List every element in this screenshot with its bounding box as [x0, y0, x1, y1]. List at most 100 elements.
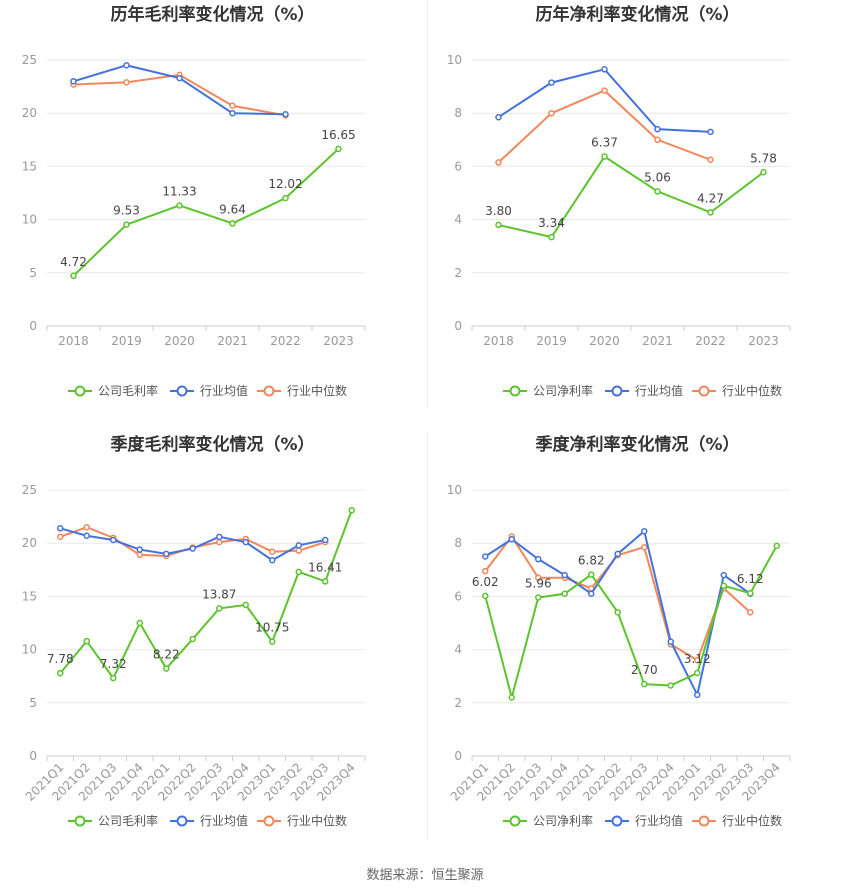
legend-label: 行业中位数	[287, 813, 347, 828]
data-label: 10.75	[255, 621, 289, 635]
data-point	[747, 589, 754, 597]
data-point	[295, 547, 302, 554]
data-point	[694, 656, 701, 664]
x-tick-label: 2022	[270, 334, 301, 348]
data-point	[548, 233, 555, 241]
series-line	[498, 155, 765, 239]
legend-marker	[263, 815, 275, 827]
data-point	[57, 669, 64, 677]
legend-label: 公司毛利率	[98, 813, 158, 828]
data-label: 6.82	[578, 554, 605, 568]
data-point	[535, 594, 542, 601]
data-point	[189, 635, 196, 643]
legend-label: 行业中位数	[722, 383, 782, 398]
legend-marker	[698, 385, 710, 397]
series-line	[497, 89, 711, 164]
series-line	[484, 545, 778, 702]
y-tick-label: 25	[22, 483, 37, 497]
y-tick-label: 2	[454, 266, 462, 280]
y-tick-label: 5	[29, 266, 37, 280]
y-tick-label: 0	[29, 749, 37, 763]
data-label: 3.12	[684, 652, 711, 666]
data-point	[601, 153, 608, 160]
data-point	[508, 535, 515, 543]
data-point	[216, 538, 223, 546]
data-point	[163, 550, 170, 558]
data-label: 5.06	[644, 170, 671, 184]
y-tick-label: 10	[22, 643, 37, 657]
x-tick-label: 2023	[323, 334, 354, 348]
y-tick-label: 10	[22, 213, 37, 227]
x-tick-label: 2018	[483, 334, 514, 348]
data-point	[561, 590, 568, 597]
x-tick-label: 2023	[748, 334, 779, 348]
legend-marker	[611, 815, 623, 827]
data-point	[707, 128, 714, 136]
series-line	[497, 68, 711, 133]
data-label: 7.78	[47, 652, 74, 666]
data-point	[667, 682, 674, 689]
data-point	[136, 546, 143, 553]
chart-annual-gross-margin: 历年毛利率变化情况（%） 0 5 10 15 20 25 2018 2019 2020 2021 20…	[22, 4, 366, 398]
y-tick-label: 15	[22, 589, 37, 603]
data-label: 6.37	[591, 136, 618, 150]
y-tick-label: 20	[22, 106, 37, 120]
data-source-note: 数据来源：恒生聚源	[366, 868, 484, 883]
data-point	[641, 680, 648, 688]
data-point	[136, 619, 143, 627]
legend-marker	[74, 815, 86, 827]
data-label: 4.27	[697, 191, 724, 205]
legend-marker	[698, 815, 710, 827]
legend-marker	[74, 385, 86, 397]
data-point	[269, 638, 276, 645]
data-label: 16.65	[321, 128, 355, 142]
data-point	[229, 102, 236, 110]
data-label: 9.53	[113, 204, 140, 218]
x-tick-label: 2018	[58, 334, 89, 348]
data-point	[216, 533, 223, 541]
data-point	[588, 571, 595, 578]
data-point	[667, 638, 674, 645]
legend-label: 公司毛利率	[98, 383, 158, 398]
data-label: 16.41	[308, 560, 342, 574]
data-point	[747, 609, 754, 616]
data-point	[548, 79, 555, 86]
y-tick-label: 8	[454, 106, 462, 120]
data-point	[176, 202, 183, 209]
data-point	[614, 609, 621, 616]
data-label: 3.34	[538, 216, 565, 230]
data-point	[57, 525, 64, 532]
y-tick-label: 6	[454, 589, 462, 603]
y-tick-label: 10	[447, 53, 462, 67]
data-point	[495, 113, 502, 121]
data-point	[123, 62, 130, 69]
data-point	[269, 556, 276, 564]
data-point	[654, 136, 661, 144]
series-line	[59, 509, 353, 681]
data-point	[282, 194, 289, 202]
data-point	[70, 78, 77, 85]
data-point	[508, 694, 515, 701]
y-tick-label: 10	[447, 483, 462, 497]
x-tick-label: 2021	[217, 334, 248, 348]
data-label: 2.70	[631, 663, 658, 677]
chart-title: 季度净利率变化情况（%）	[535, 434, 739, 455]
data-point	[694, 691, 701, 699]
data-point	[641, 527, 648, 535]
chart-quarterly-net-margin: 季度净利率变化情况（%）02468102021Q12021Q22021Q3202…	[447, 434, 791, 828]
data-point	[176, 74, 183, 82]
data-point	[242, 601, 249, 609]
x-tick-label: 2019	[536, 334, 567, 348]
data-label: 13.87	[202, 587, 236, 601]
data-point	[229, 109, 236, 117]
data-point	[641, 543, 648, 551]
legend-marker	[176, 385, 188, 397]
data-label: 6.12	[737, 572, 764, 586]
data-label: 12.02	[268, 177, 302, 191]
y-tick-label: 6	[454, 159, 462, 173]
data-point	[535, 555, 542, 563]
data-point	[601, 87, 608, 94]
legend-marker	[263, 385, 275, 397]
legend-marker	[509, 385, 521, 397]
data-point	[561, 571, 568, 579]
